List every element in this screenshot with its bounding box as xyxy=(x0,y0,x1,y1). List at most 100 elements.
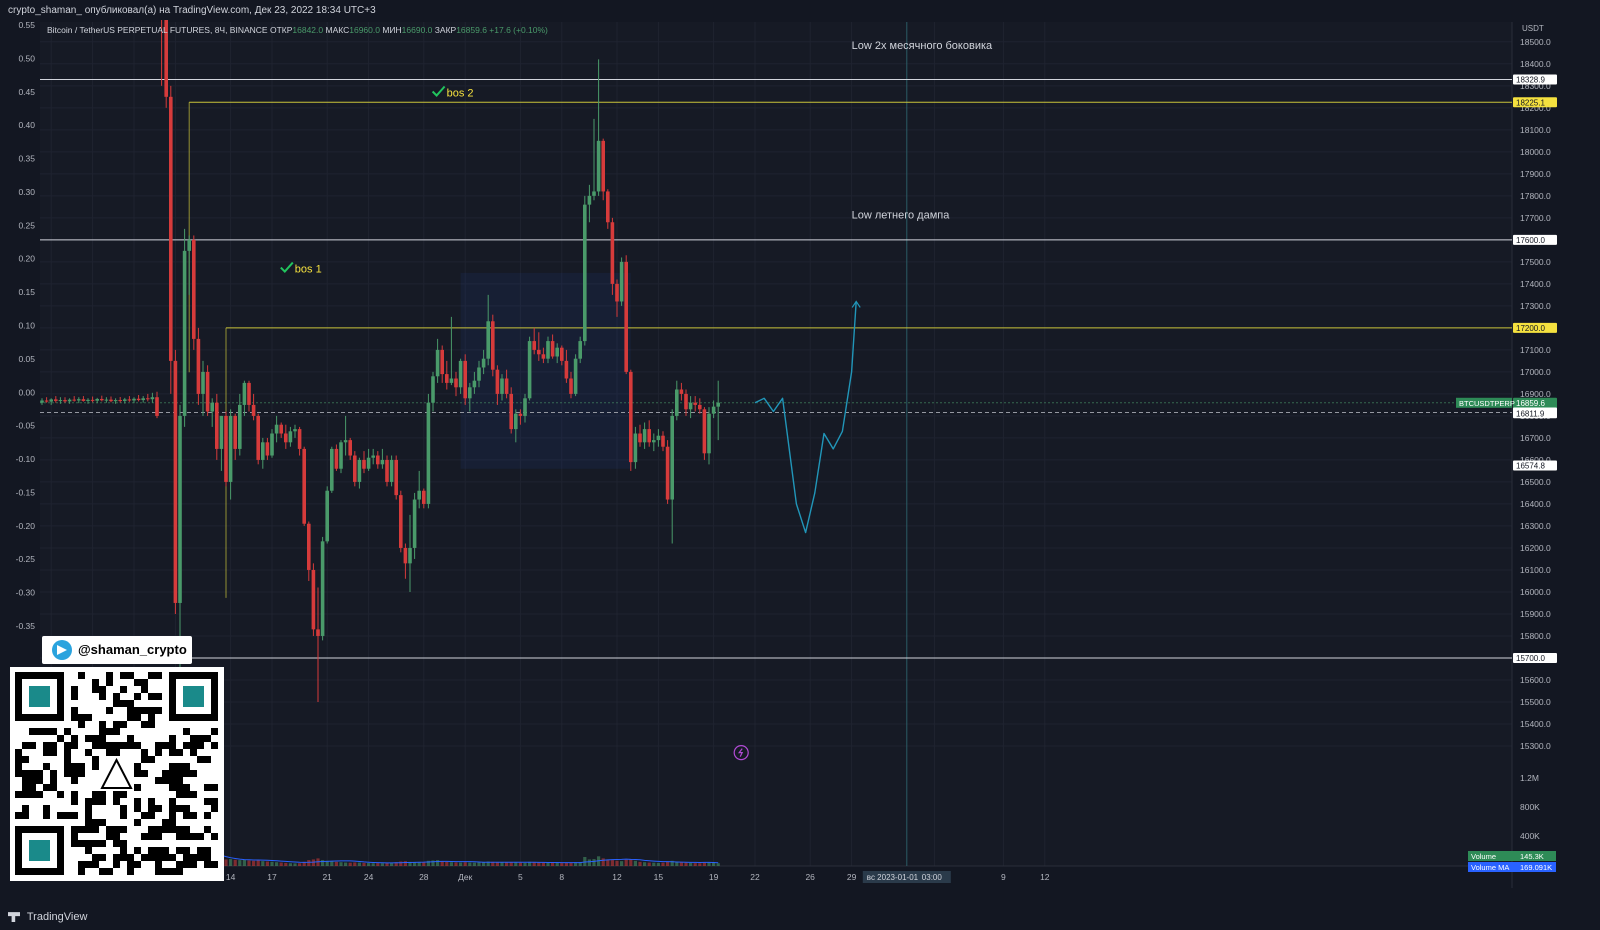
candle-body xyxy=(169,96,173,361)
volume-bar xyxy=(523,862,527,866)
left-axis-tick: 0.15 xyxy=(18,287,35,297)
candle-body xyxy=(564,360,569,379)
volume-bar xyxy=(261,861,265,866)
candle-body xyxy=(173,360,178,603)
volume-bar xyxy=(344,862,348,866)
volume-bar xyxy=(252,860,256,866)
candle-body xyxy=(164,20,168,97)
volume-bar xyxy=(712,862,716,866)
candle-body xyxy=(251,404,256,416)
candle-body xyxy=(698,404,702,410)
candle-body xyxy=(366,457,371,469)
volume-badge-value: 169.091K xyxy=(1520,863,1552,872)
volume-bar xyxy=(334,861,338,866)
volume-bar xyxy=(463,862,467,866)
candle-series xyxy=(40,20,720,702)
candle-body xyxy=(412,499,417,548)
volume-bar xyxy=(620,861,624,866)
price-tick-label: 16300.0 xyxy=(1520,521,1551,531)
volume-bar xyxy=(233,859,237,866)
price-tick-label: 16900.0 xyxy=(1520,389,1551,399)
price-tick-label: 16100.0 xyxy=(1520,565,1551,575)
date-tick-label: 8 xyxy=(559,872,564,882)
candlestick-chart[interactable]: 18500.0 18400.0 18300.0 18200.0 18100.0 18000… xyxy=(0,20,1600,905)
footer-bar: TradingView xyxy=(0,905,1600,930)
price-tag xyxy=(1513,460,1557,471)
candle-body xyxy=(495,369,500,394)
volume-bar xyxy=(528,861,532,866)
lightning-icon xyxy=(733,744,749,761)
volume-bar xyxy=(702,862,706,866)
footer-brand: TradingView xyxy=(26,911,88,923)
volume-bar xyxy=(679,862,683,866)
candle-body xyxy=(256,415,260,460)
candle-body xyxy=(270,433,274,456)
candle-body xyxy=(629,371,633,463)
telegram-badge[interactable]: @shaman_crypto xyxy=(42,636,192,664)
volume-bar xyxy=(454,862,458,866)
volume-bar xyxy=(431,860,435,866)
candle-body xyxy=(86,399,90,401)
candle-body xyxy=(155,397,159,416)
candle-body xyxy=(261,442,265,460)
candle-body xyxy=(587,195,592,205)
candle-body xyxy=(389,459,394,482)
volume-bar xyxy=(390,862,394,866)
candle-body xyxy=(224,415,228,482)
candle-body xyxy=(311,569,316,630)
candle-body xyxy=(601,140,605,192)
candle-body xyxy=(445,374,449,383)
date-tick-label: 5 xyxy=(518,872,523,882)
date-tick-label: 9 xyxy=(1001,872,1006,882)
candle-body xyxy=(339,442,343,469)
candle-body xyxy=(196,338,201,394)
volume-bar xyxy=(633,860,637,866)
date-tick-label: 26 xyxy=(805,872,815,882)
candle-body xyxy=(458,360,463,388)
price-tag-label: 15700.0 xyxy=(1516,654,1545,663)
date-tick-label: 12 xyxy=(1040,872,1050,882)
volume-bar xyxy=(376,863,380,866)
volume-bar xyxy=(689,862,693,866)
candle-body xyxy=(228,415,233,482)
price-tick-label: 17900.0 xyxy=(1520,169,1551,179)
crosshair-date-label: вс 2023-01-01 xyxy=(867,873,919,882)
candle-body xyxy=(546,341,550,359)
legend: Bitcoin / TetherUS PERPETUAL FUTURES, 8Ч… xyxy=(47,25,548,35)
volume-bar xyxy=(422,862,426,866)
candle-body xyxy=(385,459,389,482)
left-axis-tick: 0.40 xyxy=(18,120,35,130)
candle-body xyxy=(58,400,63,402)
projection-arrow xyxy=(851,300,861,308)
volume-bar xyxy=(348,862,352,866)
candle-body xyxy=(192,239,196,339)
candle-body xyxy=(638,433,642,443)
volume-badge-label: Volume xyxy=(1471,852,1496,861)
price-tag xyxy=(1513,97,1557,108)
volume-bar xyxy=(491,861,495,866)
price-tick-label: 16500.0 xyxy=(1520,477,1551,487)
volume-bar xyxy=(362,862,366,866)
candle-body xyxy=(537,349,541,355)
crosshair-time-label: 03:00 xyxy=(922,873,943,882)
tradingview-logo-icon xyxy=(8,912,20,923)
volume-tick-label: 800K xyxy=(1520,802,1540,812)
candle-body xyxy=(201,371,205,394)
volume-bar xyxy=(601,858,605,866)
candle-body xyxy=(348,440,352,456)
candle-body xyxy=(573,358,578,394)
candle-body xyxy=(353,455,357,482)
price-tick-label: 16700.0 xyxy=(1520,433,1551,443)
price-tick-label: 17300.0 xyxy=(1520,301,1551,311)
candle-body xyxy=(242,382,247,405)
volume-bar xyxy=(436,860,440,866)
volume-bar xyxy=(279,862,283,866)
candle-body xyxy=(532,341,536,350)
candle-body xyxy=(210,402,214,412)
candle-body xyxy=(380,459,385,465)
date-tick-label: 28 xyxy=(419,872,429,882)
candle-body xyxy=(624,261,628,372)
left-axis-tick: 0.55 xyxy=(18,20,35,30)
price-tick-label: 17700.0 xyxy=(1520,213,1551,223)
candle-body xyxy=(707,413,711,454)
